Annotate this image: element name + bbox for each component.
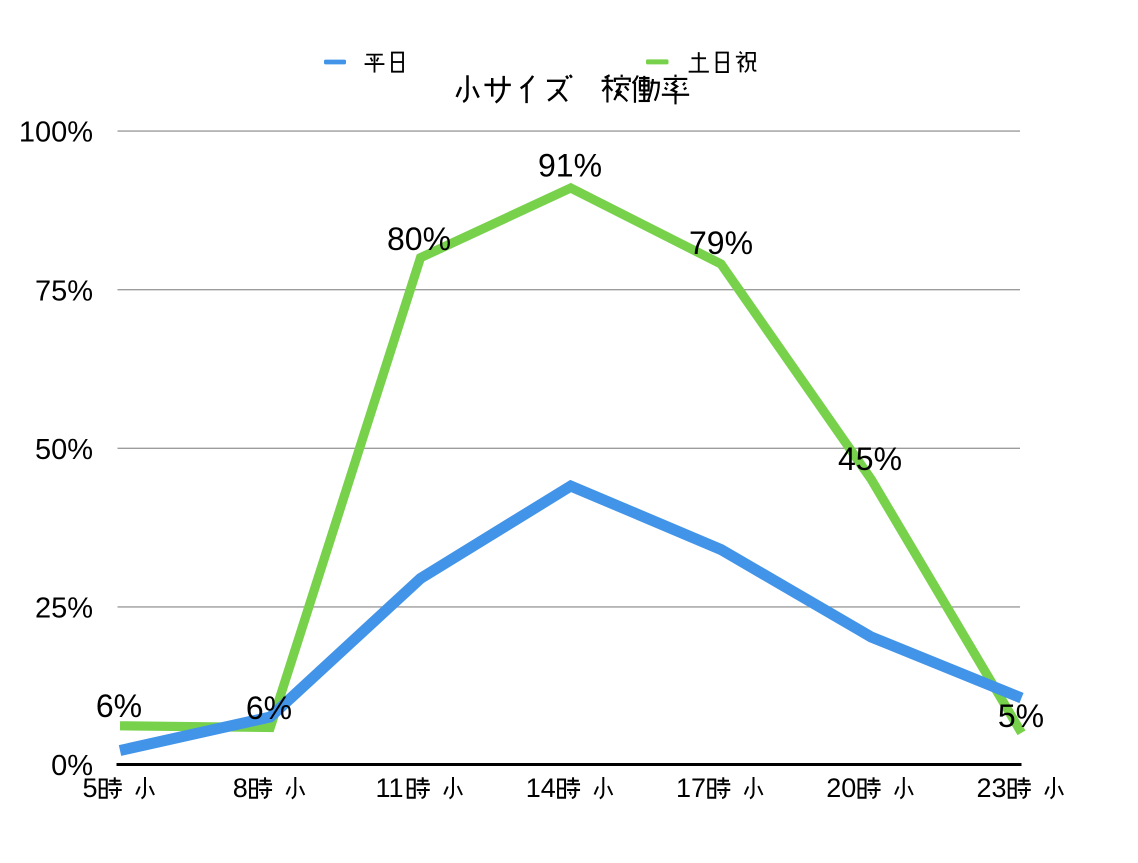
svg-text:25%: 25% bbox=[35, 593, 93, 625]
svg-text:50%: 50% bbox=[35, 434, 93, 466]
svg-text:20: 20 bbox=[826, 773, 856, 803]
svg-text:91%: 91% bbox=[538, 148, 602, 184]
svg-text:80%: 80% bbox=[387, 221, 451, 257]
svg-text:45%: 45% bbox=[838, 441, 902, 477]
svg-text:6%: 6% bbox=[96, 688, 142, 724]
svg-text:100%: 100% bbox=[19, 117, 93, 149]
svg-text:5%: 5% bbox=[998, 698, 1044, 734]
svg-text:79%: 79% bbox=[689, 225, 753, 261]
svg-text:5: 5 bbox=[83, 773, 98, 803]
svg-text:6%: 6% bbox=[246, 690, 292, 726]
svg-text:0%: 0% bbox=[51, 750, 93, 782]
svg-text:23: 23 bbox=[977, 773, 1007, 803]
svg-text:11: 11 bbox=[376, 773, 404, 803]
svg-text:75%: 75% bbox=[35, 275, 93, 307]
svg-text:17: 17 bbox=[676, 773, 706, 803]
svg-text:8: 8 bbox=[233, 773, 248, 803]
svg-text:14: 14 bbox=[526, 773, 556, 803]
